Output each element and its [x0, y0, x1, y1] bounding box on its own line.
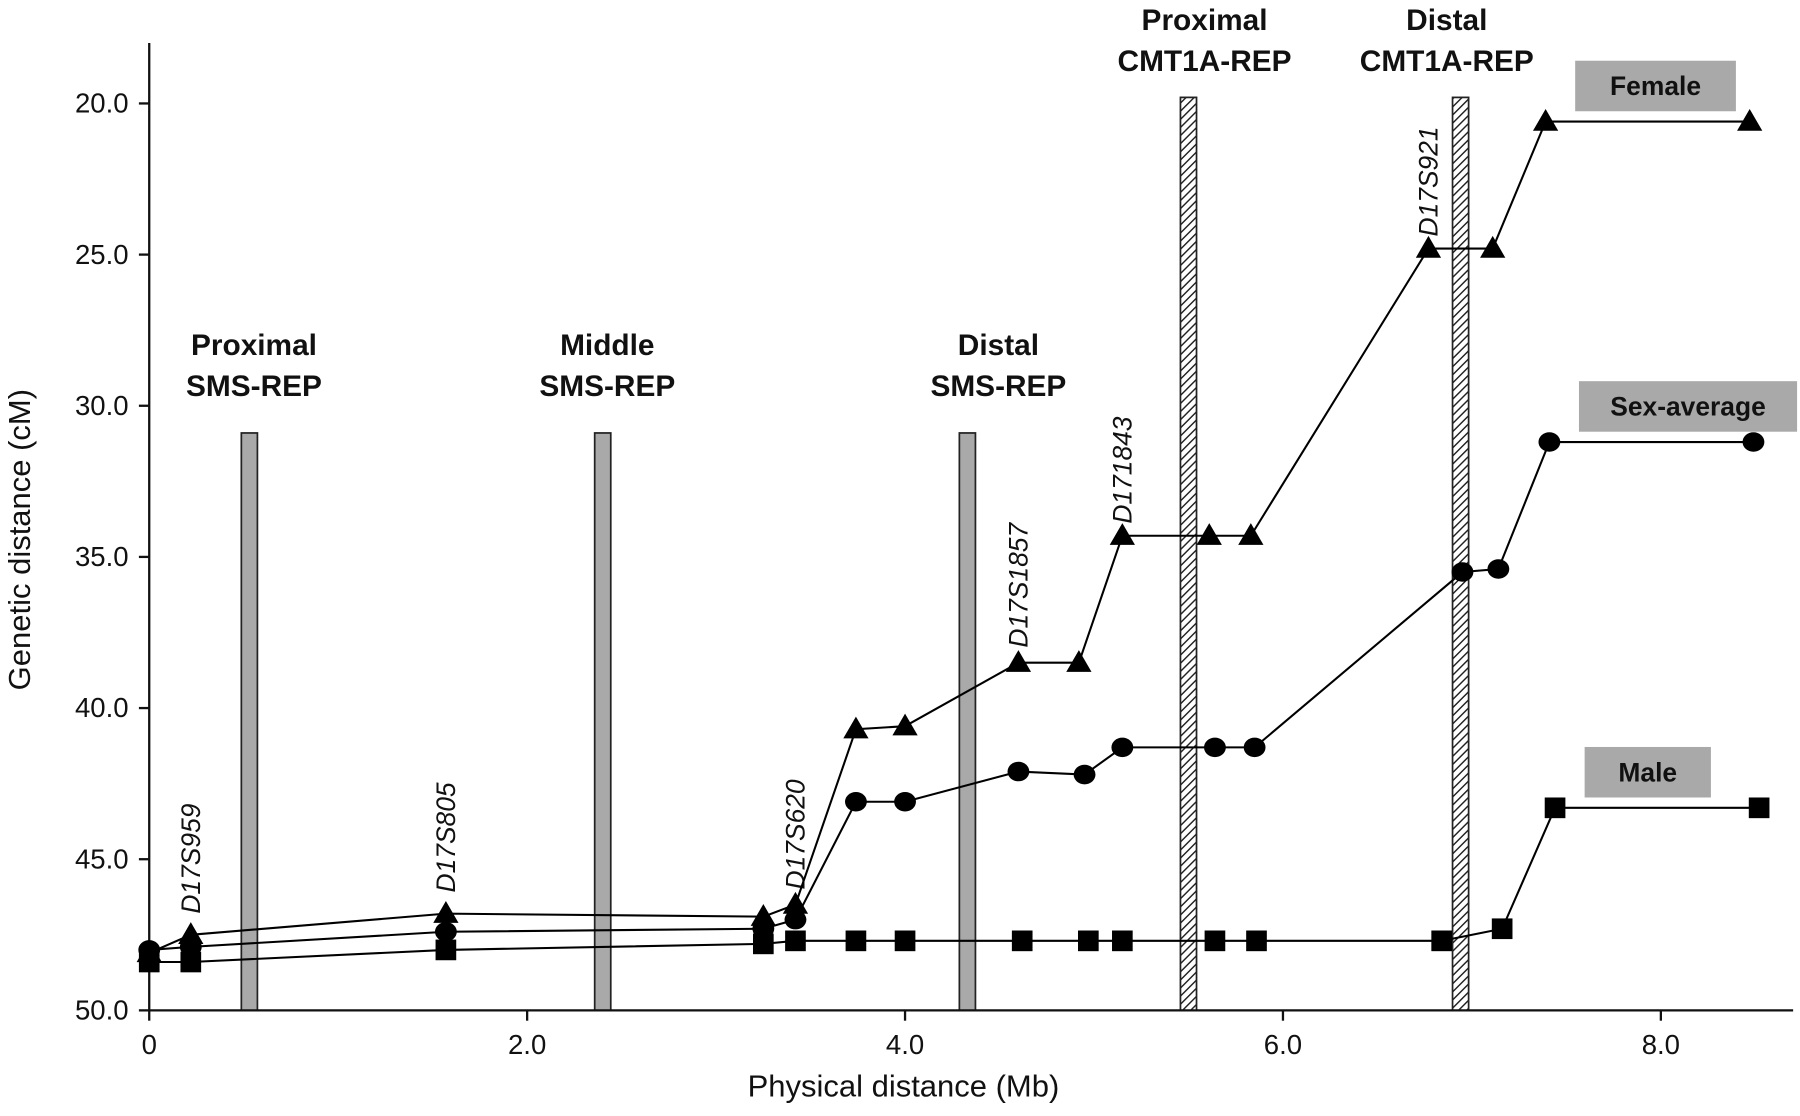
point [1005, 650, 1032, 672]
point [894, 792, 916, 812]
region-bar [1451, 96, 1470, 1012]
point [1111, 737, 1134, 758]
marker-label: D17S805 [431, 782, 461, 892]
point [1112, 930, 1133, 952]
x-tick-label: 6.0 [1264, 1029, 1302, 1060]
marker-label: D17S921 [1414, 126, 1444, 236]
point [1073, 764, 1096, 785]
series-label: Female [1610, 71, 1701, 101]
point [180, 951, 202, 973]
point [1737, 108, 1763, 131]
region-label: SMS-REP [930, 370, 1066, 403]
marker-label: D171843 [1108, 416, 1138, 523]
region-bar [958, 432, 977, 1012]
region-label: SMS-REP [539, 370, 675, 403]
region-label: Proximal [1142, 4, 1268, 37]
region-label: CMT1A-REP [1118, 45, 1292, 78]
series-label: Sex-average [1610, 392, 1766, 422]
point [784, 909, 807, 930]
point [753, 933, 774, 955]
marker-label: D17S620 [781, 779, 811, 889]
y-tick-label: 50.0 [75, 995, 129, 1026]
point [1538, 432, 1561, 452]
point [845, 930, 867, 952]
y-tick-label: 45.0 [75, 843, 129, 874]
point [894, 930, 916, 952]
y-tick-label: 20.0 [75, 88, 129, 119]
y-tick-label: 30.0 [75, 390, 129, 421]
point [1491, 918, 1513, 940]
marker-label: D17S959 [176, 803, 206, 913]
point [138, 951, 160, 973]
point [1246, 930, 1267, 952]
region-label: Distal [1406, 4, 1487, 37]
y-axis-title: Genetic distance (cM) [2, 389, 37, 690]
point [1431, 930, 1453, 952]
point [1487, 559, 1510, 579]
region-bar [593, 432, 612, 1012]
x-axis-title: Physical distance (Mb) [748, 1068, 1060, 1103]
point [1196, 523, 1222, 545]
point [750, 904, 776, 926]
point [1011, 930, 1033, 952]
point [843, 716, 869, 739]
point [785, 930, 806, 952]
point [435, 939, 457, 961]
region-label: CMT1A-REP [1360, 45, 1534, 78]
x-tick-label: 4.0 [886, 1029, 924, 1060]
point [434, 922, 457, 942]
point [1204, 930, 1226, 952]
point [433, 901, 459, 923]
series-label-box [1575, 60, 1736, 112]
series-line [148, 120, 1750, 954]
point [1007, 761, 1030, 782]
point [1078, 930, 1099, 952]
y-tick-label: 25.0 [75, 239, 129, 270]
region-label: Distal [958, 329, 1039, 362]
y-tick-label: 35.0 [75, 541, 129, 572]
series-line [149, 440, 1754, 951]
region-bar [1179, 96, 1198, 1012]
x-tick-label: 2.0 [508, 1029, 546, 1060]
point [1544, 797, 1566, 819]
point [1451, 562, 1474, 582]
point [1204, 737, 1226, 758]
marker-label: D17S1857 [1004, 522, 1034, 648]
point [1480, 235, 1506, 258]
point [1238, 523, 1264, 545]
series-label: Male [1618, 757, 1677, 787]
series-label-box [1578, 381, 1798, 432]
point [1742, 432, 1765, 452]
x-tick-label: 0 [142, 1029, 157, 1060]
point [1243, 737, 1266, 758]
point [178, 922, 204, 944]
series-line [149, 806, 1760, 964]
point [1532, 108, 1559, 131]
point [845, 792, 867, 812]
region-label: SMS-REP [186, 370, 322, 403]
point [1066, 650, 1092, 672]
y-tick-label: 40.0 [75, 692, 129, 723]
point [1415, 235, 1442, 258]
series-label-box [1584, 746, 1711, 798]
region-label: Middle [560, 329, 654, 362]
x-tick-label: 8.0 [1642, 1029, 1680, 1060]
region-label: Proximal [191, 329, 317, 362]
point [892, 713, 918, 736]
region-bar [240, 432, 259, 1012]
point [1109, 523, 1135, 545]
point [1748, 797, 1770, 819]
